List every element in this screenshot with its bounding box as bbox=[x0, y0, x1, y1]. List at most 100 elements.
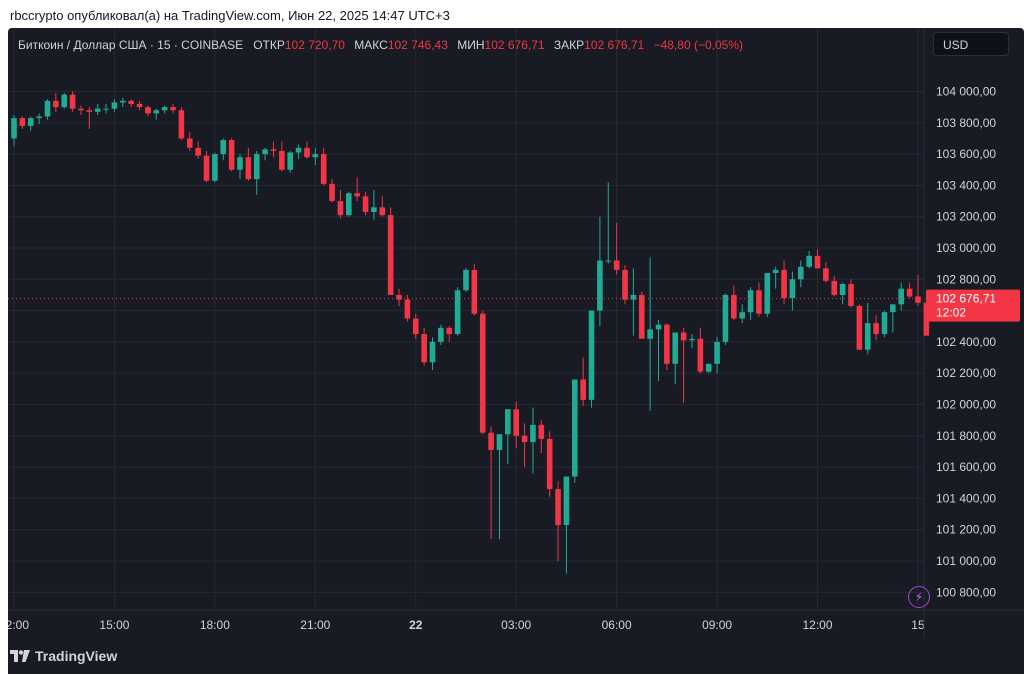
candle-body bbox=[806, 255, 812, 267]
y-tick-label: 102 200,00 bbox=[936, 366, 996, 380]
low-label: МИН bbox=[457, 38, 485, 52]
y-tick-label: 101 400,00 bbox=[936, 491, 996, 505]
candle-body bbox=[19, 118, 26, 126]
y-tick-label: 102 400,00 bbox=[936, 335, 996, 349]
close-value: 102 676,71 bbox=[584, 38, 645, 52]
candle-body bbox=[689, 338, 695, 341]
candlestick-chart[interactable]: 104 000,00 103 800,00 103 600,00 103 400,00… bbox=[8, 28, 1024, 638]
y-tick-label: 102 800,00 bbox=[936, 272, 996, 286]
y-tick-label: 101 000,00 bbox=[936, 554, 996, 568]
candle-body bbox=[881, 312, 888, 335]
y-tick-label: 102 000,00 bbox=[936, 398, 996, 412]
y-tick-label: 100 800,00 bbox=[936, 585, 996, 599]
candle-body bbox=[823, 268, 829, 281]
candle-body bbox=[839, 284, 846, 295]
candle-body bbox=[120, 100, 126, 103]
candle-body bbox=[136, 104, 143, 108]
candle-body bbox=[312, 154, 319, 158]
y-tick-label: 103 800,00 bbox=[936, 116, 996, 130]
candle-body bbox=[613, 260, 620, 270]
candle-body bbox=[346, 193, 352, 216]
candle-body bbox=[731, 294, 737, 319]
candle-body bbox=[446, 327, 453, 335]
candle-body bbox=[178, 110, 185, 139]
candle-body bbox=[61, 94, 68, 108]
candle-body bbox=[36, 116, 42, 119]
candle-body bbox=[655, 324, 662, 330]
x-tick-label: 12:00 bbox=[803, 618, 833, 632]
lightning-bolt-icon[interactable]: ⚡ bbox=[908, 586, 930, 608]
close-label: ЗАКР bbox=[553, 38, 585, 52]
candle-body bbox=[186, 138, 193, 148]
candle-body bbox=[530, 424, 536, 443]
candle-body bbox=[580, 379, 586, 400]
candle-body bbox=[103, 108, 109, 110]
candle-body bbox=[170, 107, 176, 111]
ohlc-legend: Биткоин / Доллар США · 15 · COINBASE ОТК… bbox=[18, 38, 743, 52]
candle-body bbox=[647, 329, 653, 339]
candle-body bbox=[664, 324, 670, 364]
candle-body bbox=[597, 260, 603, 311]
candle-body bbox=[195, 147, 201, 156]
candle-body bbox=[479, 313, 486, 433]
candle-body bbox=[488, 432, 494, 450]
candle-body bbox=[203, 155, 210, 181]
candle-body bbox=[78, 108, 84, 111]
x-tick-label: 12:00 bbox=[8, 618, 29, 632]
candle-body bbox=[44, 100, 51, 117]
candle-body bbox=[772, 269, 779, 274]
candle-body bbox=[329, 183, 335, 202]
candle-body bbox=[814, 255, 821, 269]
candle-body bbox=[856, 305, 863, 350]
candle-body bbox=[404, 299, 411, 319]
publish-info: rbccrypto опубликовал(а) на TradingView.… bbox=[10, 8, 450, 23]
candle-body bbox=[412, 318, 419, 335]
currency-button[interactable]: USD bbox=[933, 32, 1009, 56]
candle-body bbox=[396, 294, 402, 300]
price-tag-value: 102 676,71 bbox=[936, 292, 996, 306]
candle-body bbox=[538, 424, 545, 439]
y-tick-label: 101 200,00 bbox=[936, 523, 996, 537]
candle-body bbox=[831, 280, 838, 295]
candle-body bbox=[295, 147, 302, 153]
candle-body bbox=[228, 140, 235, 170]
candle-body bbox=[638, 294, 645, 339]
candle-body bbox=[471, 269, 478, 314]
candle-body bbox=[220, 140, 227, 155]
tradingview-logo[interactable]: TradingView bbox=[10, 647, 117, 665]
candle-body bbox=[505, 409, 511, 435]
open-value: 102 720,70 bbox=[284, 38, 345, 52]
candle-body bbox=[680, 332, 687, 341]
candle-body bbox=[756, 290, 762, 314]
candle-body bbox=[128, 100, 134, 104]
candle-body bbox=[906, 288, 913, 297]
candle-body bbox=[571, 379, 578, 477]
candle-body bbox=[111, 102, 118, 109]
x-tick-label: 06:00 bbox=[602, 618, 632, 632]
candle-body bbox=[304, 147, 310, 158]
x-tick-label: 15:00 bbox=[99, 618, 129, 632]
candle-body bbox=[555, 489, 561, 526]
y-tick-label: 104 000,00 bbox=[936, 84, 996, 98]
candle-body bbox=[605, 260, 612, 262]
x-tick-label: 18:00 bbox=[200, 618, 230, 632]
candle-body bbox=[764, 273, 771, 314]
candle-body bbox=[429, 341, 436, 363]
candle-body bbox=[438, 327, 444, 342]
tradingview-logo-icon bbox=[10, 650, 30, 662]
symbol-label[interactable]: Биткоин / Доллар США · 15 · COINBASE bbox=[18, 38, 244, 52]
candle-body bbox=[86, 110, 93, 112]
chart-panel[interactable]: 104 000,00 103 800,00 103 600,00 103 400,00… bbox=[8, 28, 1024, 638]
candle-body bbox=[739, 312, 745, 319]
candle-body bbox=[11, 118, 17, 139]
low-value: 102 676,71 bbox=[484, 38, 545, 52]
y-tick-label: 103 600,00 bbox=[936, 147, 996, 161]
candle-body bbox=[848, 284, 854, 306]
candle-body bbox=[145, 107, 151, 114]
x-tick-label: 22 bbox=[409, 618, 423, 632]
y-tick-label: 103 000,00 bbox=[936, 241, 996, 255]
x-tick-label: 03:00 bbox=[501, 618, 531, 632]
candle-body bbox=[421, 334, 427, 363]
candle-body bbox=[672, 332, 679, 364]
candle-body bbox=[563, 476, 570, 526]
